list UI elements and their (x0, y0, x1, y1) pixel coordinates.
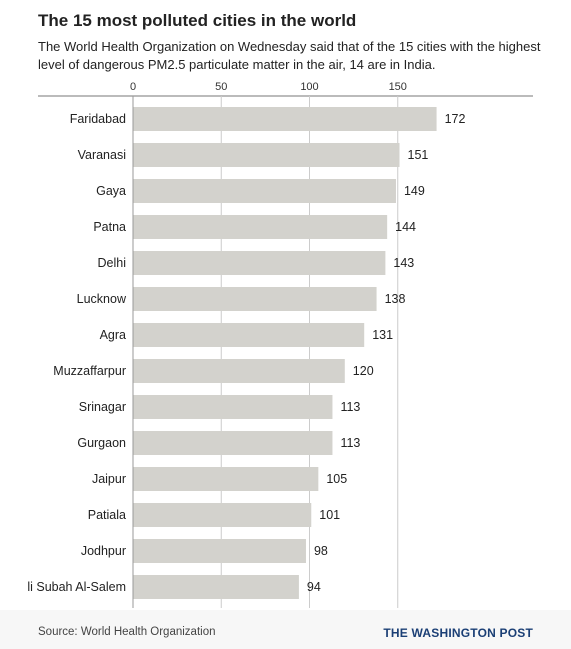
category-label-3: Patna (93, 220, 126, 234)
category-label-2: Gaya (96, 184, 126, 198)
category-label-9: Gurgaon (77, 436, 126, 450)
bar-7 (133, 359, 345, 383)
bar-1 (133, 143, 400, 167)
value-label-1: 151 (408, 148, 429, 162)
category-label-13: li Subah Al-Salem (27, 580, 126, 594)
bar-12 (133, 539, 306, 563)
category-label-5: Lucknow (77, 292, 127, 306)
bar-9 (133, 431, 333, 455)
value-label-5: 138 (385, 292, 406, 306)
bar-5 (133, 287, 377, 311)
footer: Source: World Health Organization THE WA… (0, 610, 571, 649)
bar-2 (133, 179, 396, 203)
bar-4 (133, 251, 386, 275)
value-label-7: 120 (353, 364, 374, 378)
category-label-11: Patiala (88, 508, 126, 522)
category-label-6: Agra (100, 328, 126, 342)
category-label-7: Muzzaffarpur (53, 364, 126, 378)
value-label-0: 172 (445, 112, 466, 126)
value-label-3: 144 (395, 220, 416, 234)
category-label-4: Delhi (98, 256, 127, 270)
category-label-0: Faridabad (70, 112, 126, 126)
x-tick-label-50: 50 (215, 81, 227, 93)
publisher-logo[interactable]: THE WASHINGTON POST (383, 626, 533, 640)
x-tick-label-100: 100 (300, 81, 318, 93)
bar-0 (133, 107, 437, 131)
bar-chart: 0 50 100 150 Faridabad 172 Varanasi 151 Gaya 149 P… (27, 81, 533, 608)
chart-title: The 15 most polluted cities in the world (38, 11, 357, 30)
x-tick-label-150: 150 (389, 81, 407, 93)
value-label-4: 143 (393, 256, 414, 270)
value-label-8: 113 (340, 400, 360, 414)
value-label-6: 131 (372, 328, 393, 342)
bar-10 (133, 467, 319, 491)
chart-subtitle: The World Health Organization on Wednesd… (38, 39, 541, 72)
bar-11 (133, 503, 312, 527)
bar-8 (133, 395, 333, 419)
value-label-10: 105 (326, 472, 347, 486)
value-label-2: 149 (404, 184, 425, 198)
value-label-12: 98 (314, 544, 328, 558)
category-label-8: Srinagar (79, 400, 126, 414)
bar-3 (133, 215, 388, 239)
category-label-10: Jaipur (92, 472, 126, 486)
x-tick-label-0: 0 (130, 81, 136, 93)
value-label-9: 113 (340, 436, 360, 450)
bar-6 (133, 323, 365, 347)
source-note: Source: World Health Organization (38, 626, 216, 638)
value-label-11: 101 (319, 508, 340, 522)
category-label-12: Jodhpur (81, 544, 126, 558)
category-label-1: Varanasi (78, 148, 126, 162)
value-label-13: 94 (307, 580, 321, 594)
bar-13 (133, 575, 299, 599)
